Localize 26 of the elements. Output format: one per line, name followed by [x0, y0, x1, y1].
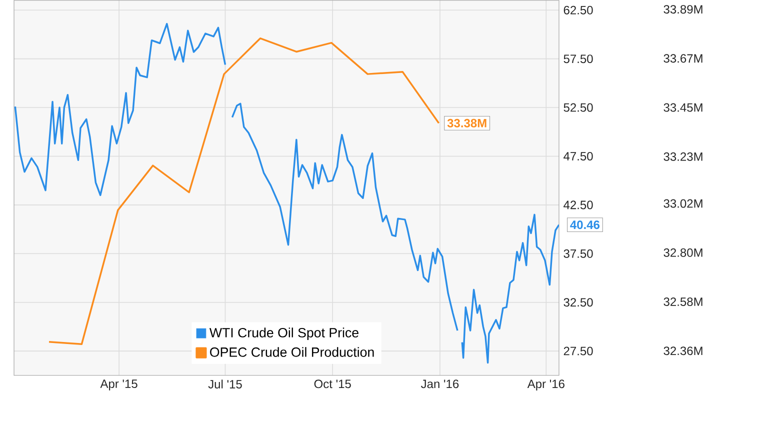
x-tick-label: Jul '15 — [208, 379, 242, 388]
y2-tick-label: 32.36M — [664, 346, 702, 355]
y-tick-label: 32.50 — [564, 298, 593, 306]
y2-tick-label: 33.67M — [664, 54, 702, 62]
y-tick-label: 52.50 — [564, 103, 593, 112]
y-tick-label: 27.50 — [564, 346, 593, 356]
y-tick-label: 47.50 — [564, 152, 593, 160]
x-tick-label: Apr '15 — [100, 379, 138, 390]
y2-tick-label: 32.80M — [664, 248, 702, 257]
y-tick-label: 62.50 — [564, 6, 593, 14]
y2-tick-label: 32.58M — [664, 297, 702, 306]
data-label: 33.38M — [447, 118, 486, 128]
y2-tick-label: 33.89M — [664, 4, 702, 14]
y2-tick-label: 33.23M — [664, 152, 702, 161]
x-tick-label: Oct '15 — [314, 379, 351, 388]
x-tick-label: Jan '16 — [420, 379, 459, 388]
line-series — [48, 37, 440, 345]
y-tick-label: 42.50 — [564, 200, 593, 210]
y-tick-label: 57.50 — [564, 54, 593, 63]
y2-tick-label: 33.02M — [664, 199, 702, 208]
y-tick-label: 37.50 — [564, 249, 593, 258]
x-tick-label: Apr '16 — [527, 379, 564, 390]
y2-tick-label: 33.45M — [664, 103, 702, 112]
data-label: 40.46 — [570, 220, 600, 229]
legend-label: OPEC Crude Oil Production — [210, 346, 374, 357]
legend-label: WTI Crude Oil Spot Price — [209, 327, 358, 340]
